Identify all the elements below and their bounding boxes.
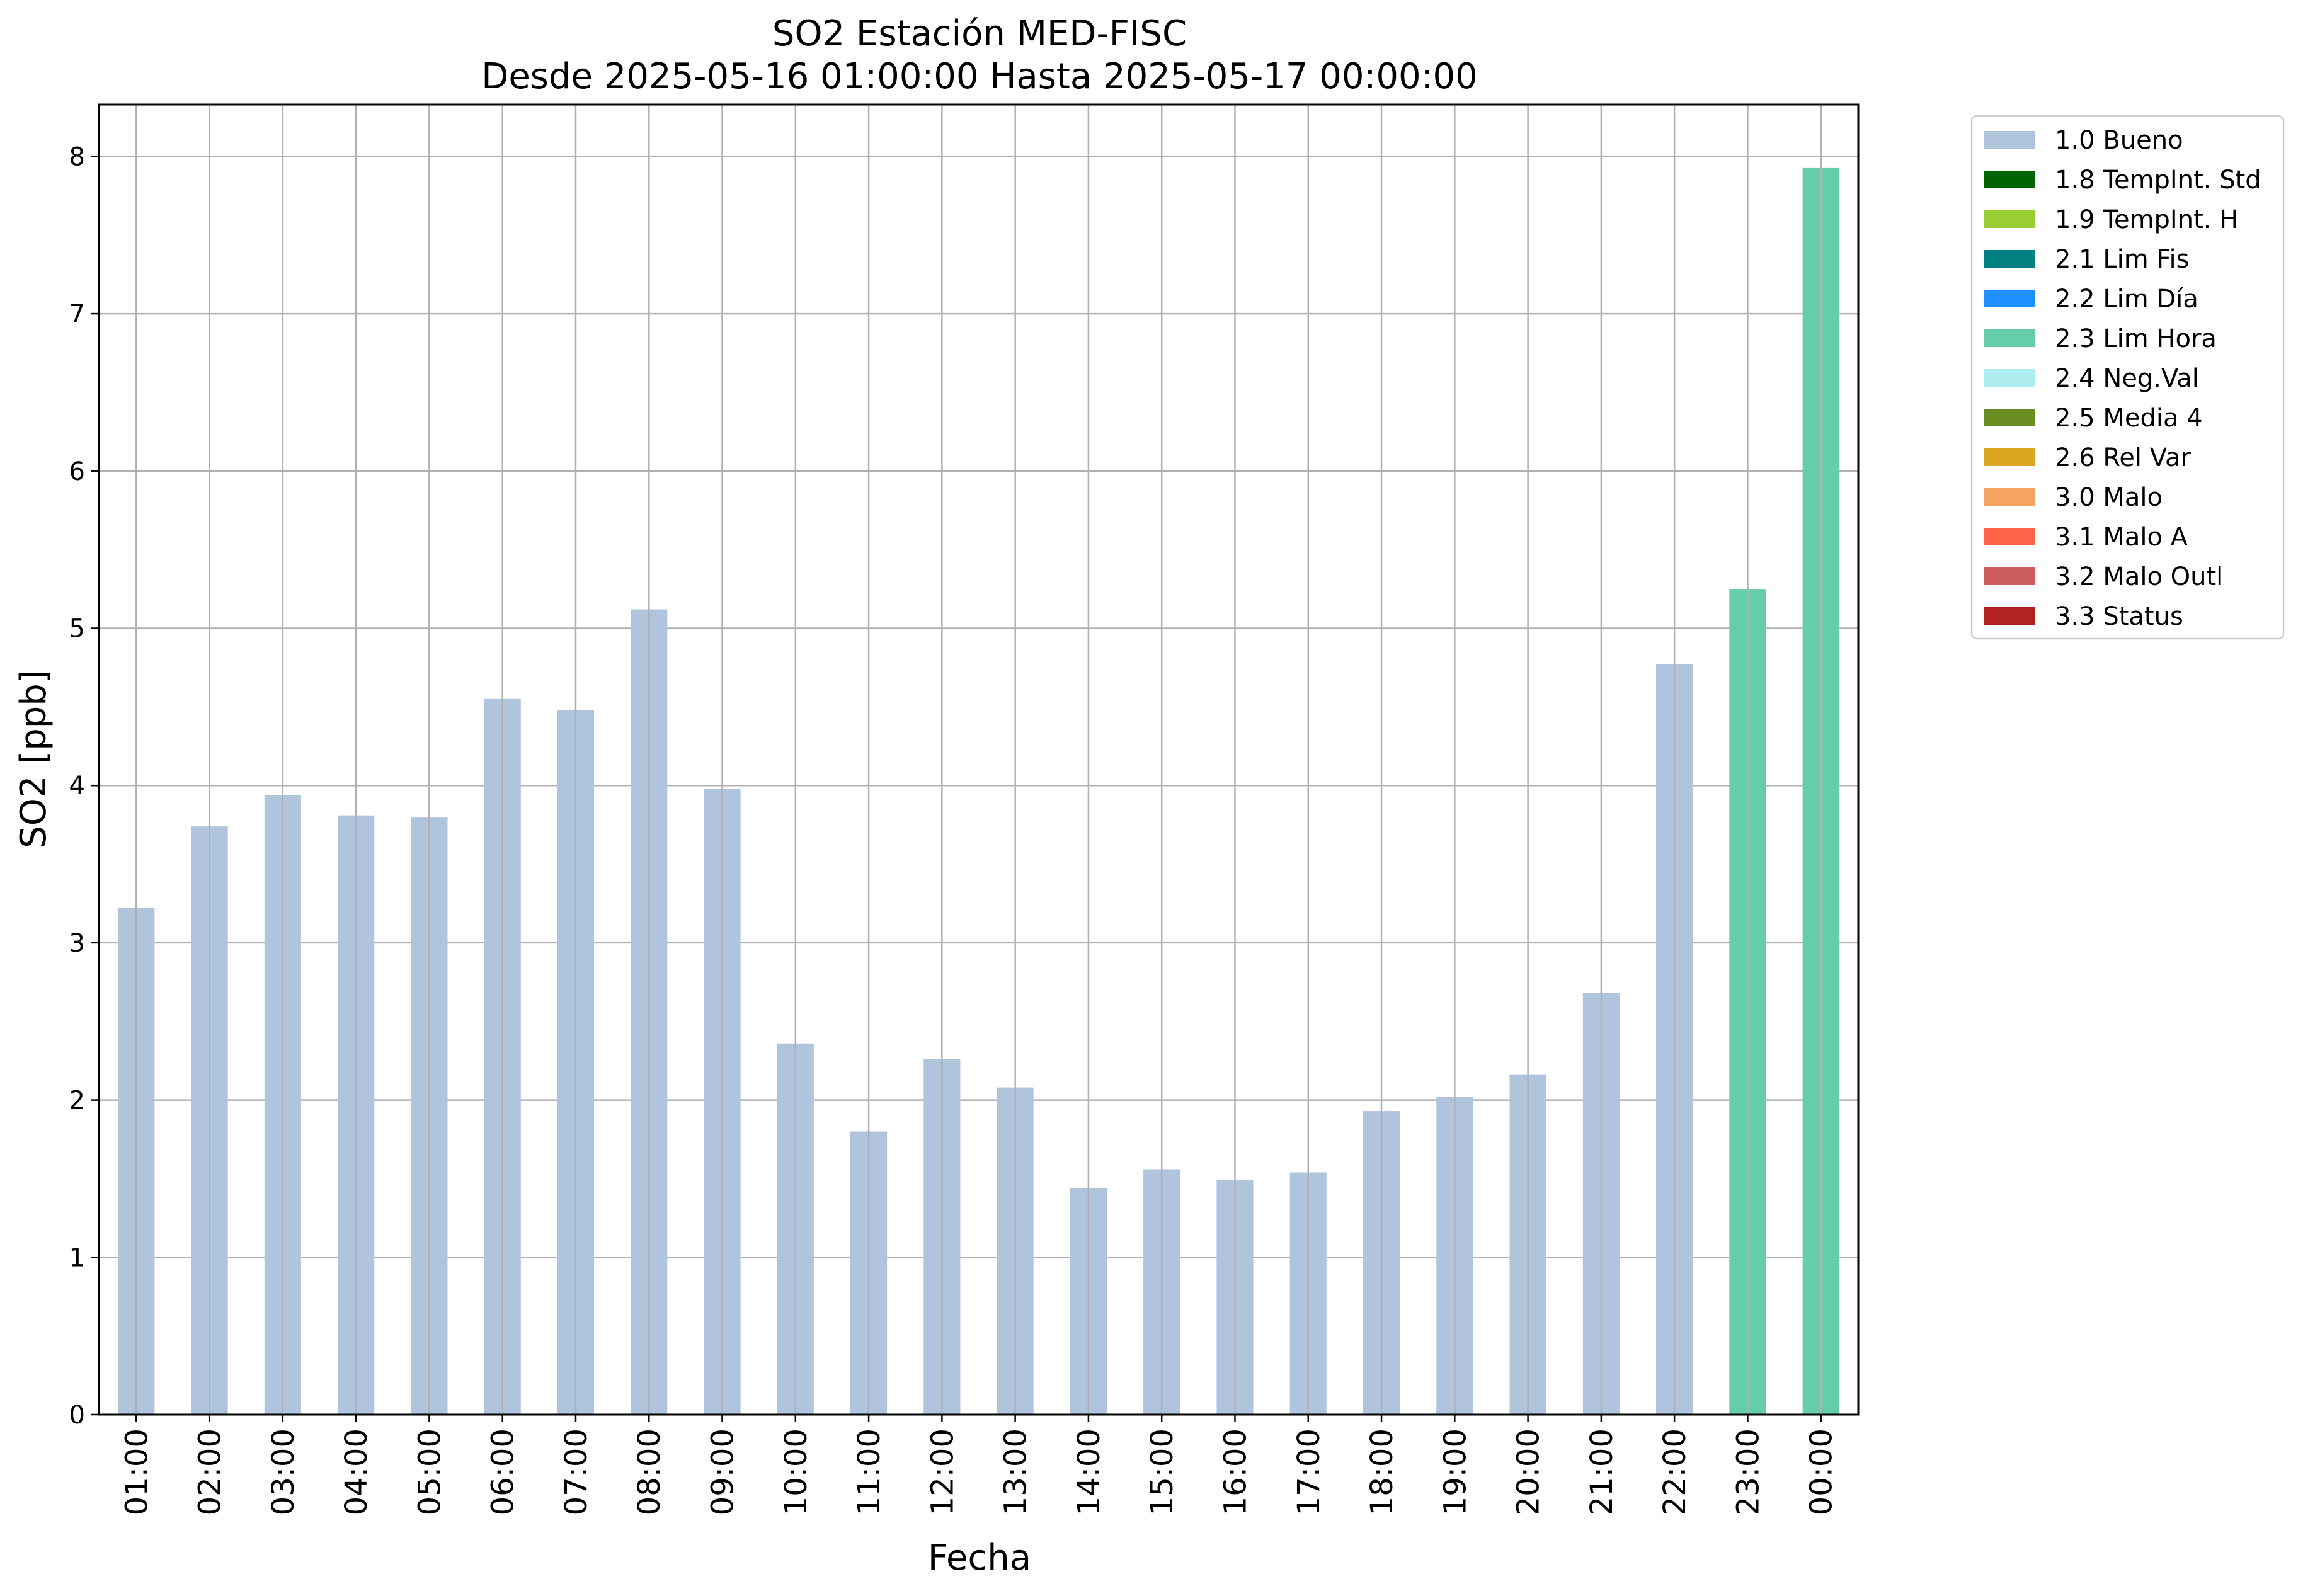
y-tick-label: 3	[69, 929, 85, 958]
chart-title: SO2 Estación MED-FISC	[772, 13, 1187, 54]
legend: 1.0 Bueno 1.8 TempInt. Std 1.9 TempInt. H 2…	[1970, 115, 2285, 640]
x-tick-label: 10:00	[779, 1428, 814, 1515]
x-axis: 01:00 02:00 03:00 04:00 05:00 06:00 07:00 08:00…	[119, 1415, 1839, 1515]
legend-swatch	[1984, 250, 2035, 268]
y-tick-label: 6	[69, 457, 85, 486]
x-tick-label: 15:00	[1145, 1428, 1180, 1515]
legend-label: 3.2 Malo Outl	[2055, 562, 2223, 591]
legend-label: 1.0 Bueno	[2055, 126, 2183, 155]
y-tick-label: 5	[69, 615, 85, 644]
legend-label: 2.1 Lim Fis	[2055, 245, 2189, 274]
y-tick-label: 7	[69, 300, 85, 329]
x-tick-label: 14:00	[1071, 1428, 1107, 1515]
legend-label: 3.3 Status	[2055, 602, 2183, 631]
x-tick-label: 13:00	[998, 1428, 1034, 1515]
bars	[118, 105, 1839, 1415]
legend-label: 2.6 Rel Var	[2055, 443, 2192, 472]
x-tick-label: 09:00	[706, 1428, 741, 1515]
x-tick-label: 11:00	[852, 1428, 887, 1515]
legend-label: 3.1 Malo A	[2055, 523, 2188, 552]
y-tick-label: 8	[69, 142, 85, 171]
x-tick-label: 12:00	[925, 1428, 960, 1515]
x-tick-label: 23:00	[1730, 1428, 1766, 1515]
legend-swatch	[1984, 567, 2035, 585]
legend-swatch	[1984, 448, 2035, 466]
x-tick-label: 16:00	[1218, 1428, 1253, 1515]
grid	[99, 156, 1858, 1416]
x-tick-label: 21:00	[1584, 1428, 1620, 1515]
plot-frame	[98, 103, 1860, 1416]
legend-swatch	[1984, 329, 2035, 347]
legend-label: 1.8 TempInt. Std	[2055, 166, 2261, 195]
legend-label: 2.3 Lim Hora	[2055, 324, 2217, 353]
x-tick-label: 22:00	[1657, 1428, 1693, 1515]
legend-label: 1.9 TempInt. H	[2055, 205, 2238, 234]
x-tick-label: 18:00	[1364, 1428, 1400, 1515]
legend-swatch	[1984, 607, 2035, 625]
legend-label: 2.4 Neg.Val	[2055, 364, 2199, 393]
legend-label: 3.0 Malo	[2055, 483, 2163, 512]
x-tick-label: 17:00	[1291, 1428, 1327, 1515]
x-tick-label: 07:00	[559, 1428, 594, 1515]
legend-swatch	[1984, 409, 2035, 426]
legend-swatch	[1984, 131, 2035, 149]
x-tick-label: 00:00	[1804, 1428, 1839, 1515]
y-tick-label: 0	[69, 1401, 85, 1430]
legend-label: 2.2 Lim Día	[2055, 285, 2198, 314]
legend-swatch	[1984, 528, 2035, 545]
x-tick-label: 19:00	[1437, 1428, 1473, 1515]
legend-swatch	[1984, 290, 2035, 307]
x-tick-label: 06:00	[486, 1428, 521, 1515]
legend-swatch	[1984, 171, 2035, 188]
x-tick-label: 03:00	[266, 1428, 301, 1515]
legend-box	[1970, 115, 2285, 640]
legend-swatch	[1984, 488, 2035, 506]
x-tick-label: 04:00	[339, 1428, 374, 1515]
y-axis-label: SO2 [ppb]	[13, 670, 54, 848]
y-tick-label: 2	[69, 1086, 85, 1115]
chart-subtitle: Desde 2025-05-16 01:00:00 Hasta 2025-05-…	[481, 56, 1478, 97]
legend-label: 2.5 Media 4	[2055, 404, 2203, 433]
x-tick-label: 05:00	[412, 1428, 447, 1515]
legend-swatch	[1984, 369, 2035, 387]
x-tick-label: 01:00	[119, 1428, 154, 1515]
x-tick-label: 02:00	[193, 1428, 228, 1515]
x-tick-label: 08:00	[632, 1428, 667, 1515]
legend-swatch	[1984, 210, 2035, 228]
y-axis: 0 1 2 3 4 5 6 7 8	[69, 142, 99, 1430]
y-tick-label: 4	[69, 772, 85, 801]
x-tick-label: 20:00	[1511, 1428, 1546, 1515]
y-tick-label: 1	[69, 1243, 85, 1272]
x-axis-label: Fecha	[928, 1537, 1031, 1578]
